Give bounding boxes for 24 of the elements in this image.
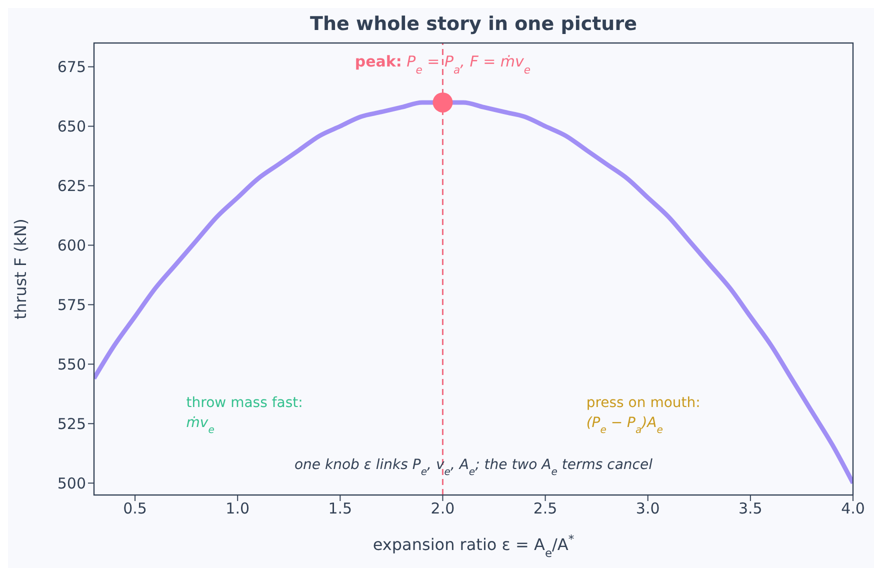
x-tick-label: 2.5	[533, 500, 558, 518]
y-tick-label: 525	[57, 414, 86, 433]
annotation: throw mass fast: ṁv$_{e}$	[186, 394, 303, 436]
x-tick-label: 1.0	[226, 500, 250, 518]
x-tick-label: 1.5	[328, 500, 352, 518]
y-tick-label: 550	[57, 355, 86, 374]
x-tick-label: 4.0	[841, 500, 865, 518]
y-tick-label: 500	[57, 474, 86, 492]
line-series	[94, 100, 853, 486]
chart-title: The whole story in one picture	[310, 13, 637, 35]
text: one knob ε links P$_{e}$, v$_{e}$, A$_{e}$; the two A$_{e}$ terms cancel	[294, 456, 653, 478]
x-tick-label: 3.0	[636, 500, 660, 518]
y-tick-label: 600	[57, 236, 86, 255]
y-tick-label: 625	[57, 177, 86, 196]
x-axis-title: expansion ratio ε = A$_{e}$/A$^{*}$	[372, 532, 574, 560]
y-axis-title: thrust F (kN)	[11, 218, 30, 320]
x-tick-label: 0.5	[123, 500, 147, 518]
y-tick-label: 575	[57, 296, 86, 314]
y-tick-label: 675	[57, 58, 86, 76]
x-tick-label: 2.0	[430, 500, 455, 518]
annotation: press on mouth: (P$_{e}$ − P$_{a}$)A$_{e}$	[586, 394, 700, 436]
y-tick-label: 650	[57, 118, 86, 136]
x-tick-label: 3.5	[738, 500, 762, 518]
annotation: peak: P$_{e}$ = P$_{a}$, F = ṁv$_{e}$	[354, 52, 531, 76]
